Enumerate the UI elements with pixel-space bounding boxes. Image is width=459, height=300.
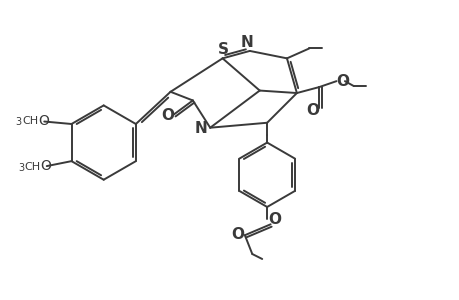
Text: N: N bbox=[195, 121, 207, 136]
Text: O: O bbox=[40, 159, 51, 173]
Text: O: O bbox=[161, 108, 174, 123]
Text: CH: CH bbox=[22, 116, 39, 125]
Text: O: O bbox=[335, 74, 348, 88]
Text: O: O bbox=[306, 103, 319, 118]
Text: S: S bbox=[218, 42, 229, 57]
Text: CH: CH bbox=[25, 162, 41, 172]
Text: O: O bbox=[231, 227, 244, 242]
Text: 3: 3 bbox=[18, 163, 24, 173]
Text: N: N bbox=[241, 35, 253, 50]
Text: 3: 3 bbox=[16, 117, 22, 127]
Text: O: O bbox=[268, 212, 280, 227]
Text: O: O bbox=[38, 113, 49, 128]
